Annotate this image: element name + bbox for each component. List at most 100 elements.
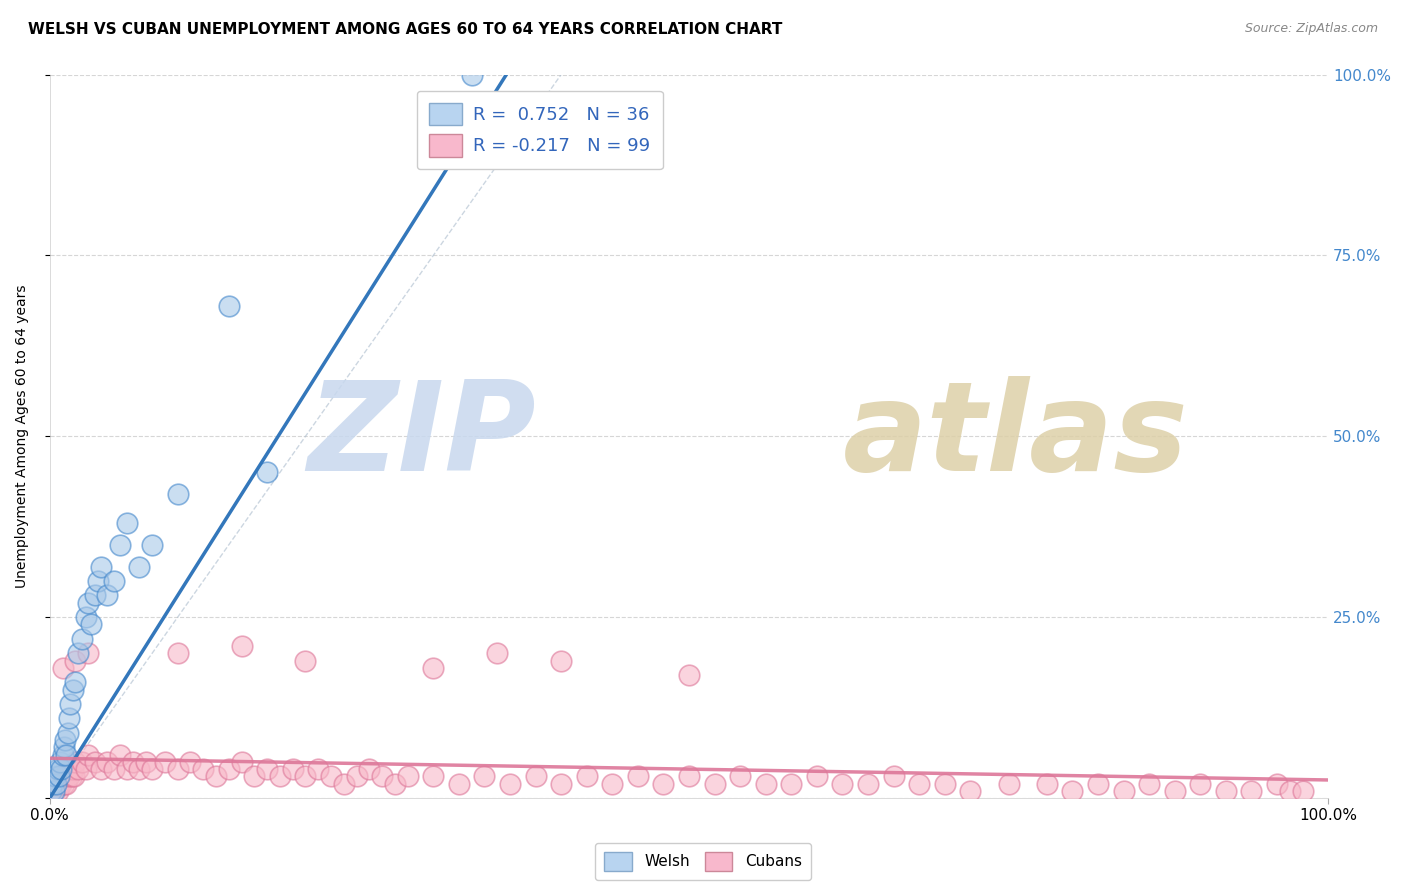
Point bbox=[39, 784, 62, 798]
Point bbox=[103, 762, 125, 776]
Point bbox=[55, 776, 77, 790]
Point bbox=[49, 769, 72, 783]
Point bbox=[108, 747, 131, 762]
Point bbox=[128, 762, 150, 776]
Point bbox=[883, 769, 905, 783]
Point bbox=[141, 762, 163, 776]
Text: atlas: atlas bbox=[842, 376, 1188, 497]
Point bbox=[780, 776, 803, 790]
Point bbox=[1087, 776, 1109, 790]
Point bbox=[53, 733, 76, 747]
Point bbox=[1036, 776, 1059, 790]
Point bbox=[66, 762, 89, 776]
Text: WELSH VS CUBAN UNEMPLOYMENT AMONG AGES 60 TO 64 YEARS CORRELATION CHART: WELSH VS CUBAN UNEMPLOYMENT AMONG AGES 6… bbox=[28, 22, 783, 37]
Point bbox=[959, 784, 981, 798]
Point bbox=[856, 776, 879, 790]
Point bbox=[384, 776, 406, 790]
Point bbox=[166, 487, 188, 501]
Point bbox=[1137, 776, 1160, 790]
Point bbox=[46, 762, 69, 776]
Point bbox=[205, 769, 228, 783]
Point bbox=[1215, 784, 1237, 798]
Point bbox=[908, 776, 931, 790]
Point bbox=[75, 762, 97, 776]
Point bbox=[703, 776, 725, 790]
Point bbox=[256, 466, 278, 480]
Point bbox=[652, 776, 675, 790]
Point bbox=[42, 784, 65, 798]
Point bbox=[396, 769, 419, 783]
Point bbox=[486, 646, 509, 660]
Point bbox=[678, 769, 700, 783]
Point bbox=[218, 762, 240, 776]
Point bbox=[218, 299, 240, 313]
Point bbox=[333, 776, 356, 790]
Point bbox=[65, 755, 87, 769]
Point bbox=[60, 769, 83, 783]
Point bbox=[281, 762, 304, 776]
Y-axis label: Unemployment Among Ages 60 to 64 years: Unemployment Among Ages 60 to 64 years bbox=[15, 285, 30, 588]
Point bbox=[166, 762, 188, 776]
Point bbox=[70, 632, 93, 646]
Point bbox=[66, 646, 89, 660]
Point bbox=[256, 762, 278, 776]
Point bbox=[39, 784, 62, 798]
Point bbox=[96, 755, 118, 769]
Point bbox=[1189, 776, 1212, 790]
Point bbox=[499, 776, 522, 790]
Point bbox=[371, 769, 394, 783]
Point bbox=[51, 762, 73, 776]
Point bbox=[70, 755, 93, 769]
Point bbox=[52, 769, 75, 783]
Point bbox=[346, 769, 368, 783]
Point bbox=[135, 755, 157, 769]
Point bbox=[600, 776, 623, 790]
Point bbox=[77, 747, 100, 762]
Text: Source: ZipAtlas.com: Source: ZipAtlas.com bbox=[1244, 22, 1378, 36]
Point bbox=[115, 516, 138, 530]
Point bbox=[83, 755, 105, 769]
Point bbox=[231, 639, 253, 653]
Point bbox=[269, 769, 291, 783]
Point bbox=[103, 574, 125, 588]
Point bbox=[52, 740, 75, 755]
Point bbox=[319, 769, 342, 783]
Point bbox=[44, 784, 66, 798]
Point bbox=[474, 769, 496, 783]
Point bbox=[550, 776, 572, 790]
Point bbox=[1240, 784, 1263, 798]
Point bbox=[627, 769, 650, 783]
Point bbox=[1164, 784, 1187, 798]
Point bbox=[52, 747, 75, 762]
Point bbox=[59, 697, 82, 711]
Point bbox=[294, 654, 316, 668]
Point bbox=[575, 769, 598, 783]
Point bbox=[550, 654, 572, 668]
Point bbox=[53, 769, 76, 783]
Point bbox=[422, 661, 444, 675]
Point bbox=[62, 762, 84, 776]
Point bbox=[934, 776, 956, 790]
Point bbox=[48, 769, 70, 783]
Point bbox=[56, 726, 79, 740]
Point bbox=[294, 769, 316, 783]
Point bbox=[231, 755, 253, 769]
Point bbox=[51, 776, 73, 790]
Point bbox=[52, 661, 75, 675]
Point bbox=[75, 610, 97, 624]
Point bbox=[58, 769, 80, 783]
Point bbox=[243, 769, 266, 783]
Point bbox=[166, 646, 188, 660]
Point bbox=[65, 675, 87, 690]
Point bbox=[179, 755, 201, 769]
Point bbox=[307, 762, 329, 776]
Point bbox=[1278, 784, 1301, 798]
Point bbox=[193, 762, 215, 776]
Point bbox=[90, 762, 112, 776]
Point bbox=[806, 769, 828, 783]
Point bbox=[997, 776, 1019, 790]
Point bbox=[80, 617, 103, 632]
Point bbox=[87, 574, 110, 588]
Point bbox=[141, 538, 163, 552]
Point bbox=[1112, 784, 1135, 798]
